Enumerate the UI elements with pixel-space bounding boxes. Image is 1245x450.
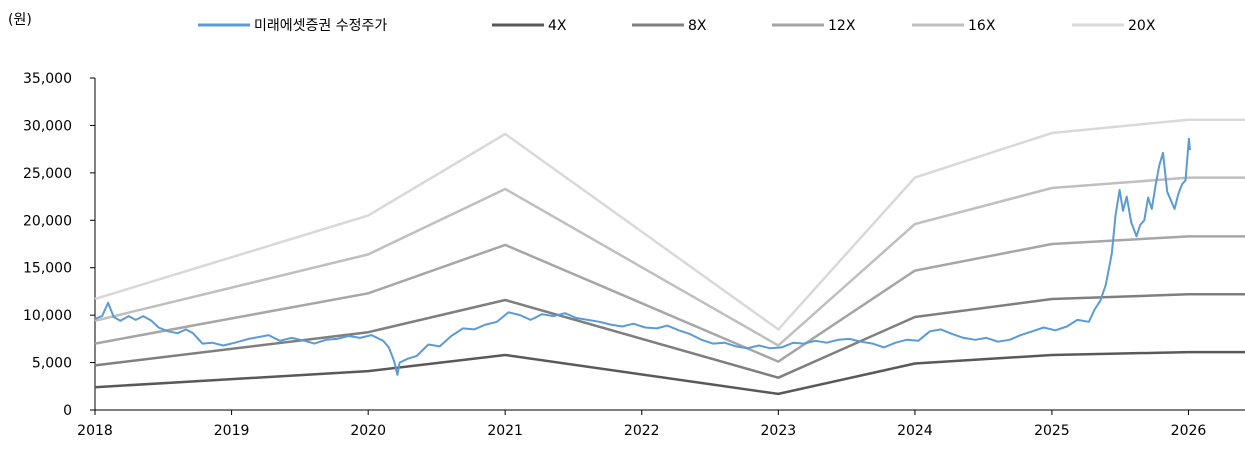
y-tick-label: 10,000	[23, 308, 72, 324]
y-axis-unit-label: (원)	[8, 12, 32, 28]
y-tick-label: 25,000	[23, 166, 72, 182]
x-tick-label: 2022	[624, 423, 660, 439]
y-tick-label: 15,000	[23, 261, 72, 277]
legend-label: 8X	[688, 18, 707, 34]
x-tick-label: 2019	[214, 423, 250, 439]
x-tick-label: 2025	[1034, 423, 1070, 439]
legend-item: 12X	[772, 18, 856, 34]
y-tick-label: 35,000	[23, 71, 72, 87]
legend: 미래에셋증권 수정주가 4X 8X 12X 16X 20X	[198, 18, 1156, 34]
legend-label: 12X	[828, 18, 856, 34]
series-line-8x	[94, 293, 1245, 379]
x-tick-label: 2021	[487, 423, 523, 439]
legend-label: 20X	[1128, 18, 1156, 34]
x-tick-label: 2018	[77, 423, 113, 439]
y-tick-label: 5,000	[32, 356, 72, 372]
series-line-price	[94, 137, 1191, 376]
legend-item: 미래에셋증권 수정주가	[198, 18, 387, 34]
x-tick-label: 2026	[1171, 423, 1207, 439]
x-tick-label: 2023	[761, 423, 797, 439]
y-tick-label: 30,000	[23, 118, 72, 134]
series-line-16x	[94, 176, 1245, 347]
series-line-4x	[94, 350, 1245, 396]
legend-item: 8X	[632, 18, 707, 34]
y-tick-label: 0	[63, 403, 72, 419]
y-tick-label: 20,000	[23, 213, 72, 229]
legend-label: 16X	[968, 18, 996, 34]
series-layer	[94, 118, 1245, 396]
legend-item: 16X	[912, 18, 996, 34]
legend-label: 4X	[548, 18, 567, 34]
legend-item: 20X	[1072, 18, 1156, 34]
series-line-20x	[94, 118, 1245, 331]
x-tick-label: 2024	[897, 423, 933, 439]
y-axis: 0 5,000 10,000 15,000 20,000 25,000 30,000 35,0…	[23, 71, 96, 419]
x-axis: 2018 2019 2020 2021 2022 2023 2024 2025 2026	[77, 409, 1245, 439]
legend-label: 미래에셋증권 수정주가	[254, 18, 387, 34]
series-line-12x	[94, 235, 1245, 363]
legend-item: 4X	[492, 18, 567, 34]
x-tick-label: 2020	[350, 423, 386, 439]
